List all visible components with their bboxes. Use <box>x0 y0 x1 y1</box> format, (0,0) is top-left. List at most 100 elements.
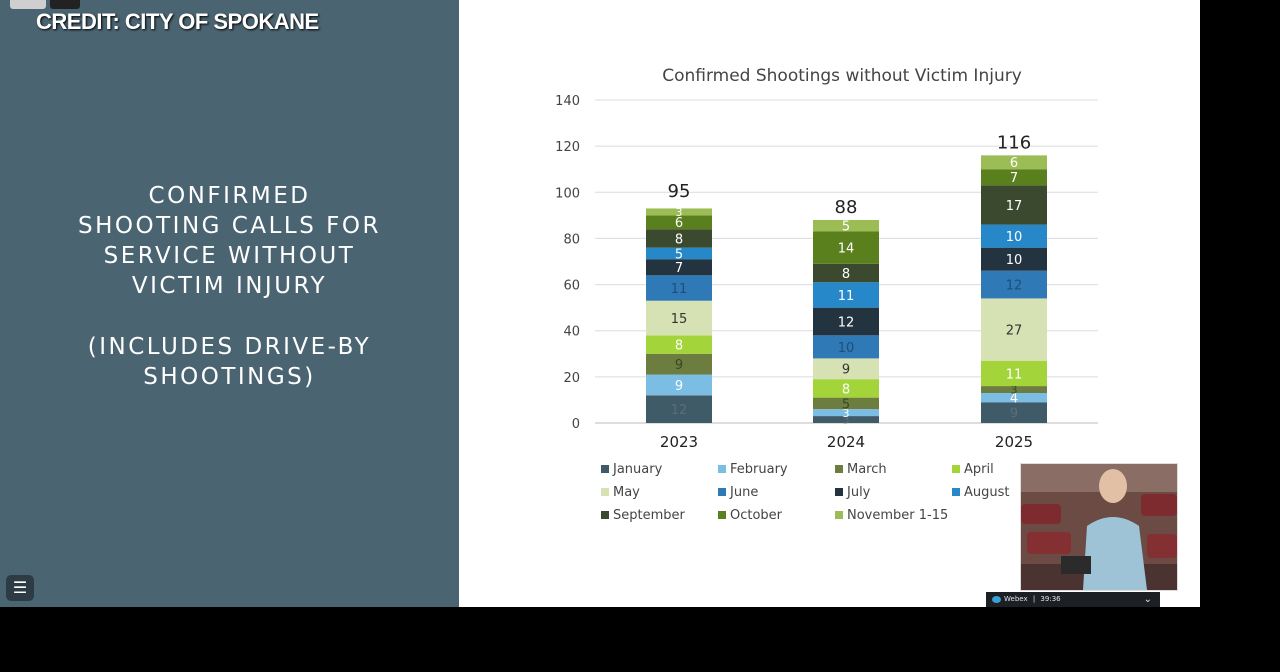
data-label: 8 <box>675 232 683 247</box>
bar-segment <box>981 298 1047 361</box>
bar-segment <box>981 169 1047 186</box>
data-label: 7 <box>1010 171 1018 186</box>
chevron-down-icon[interactable]: ⌄ <box>1143 594 1152 605</box>
data-label: 9 <box>675 358 683 373</box>
legend-label: April <box>964 462 994 477</box>
bar-segment <box>646 215 712 230</box>
y-tick-label: 60 <box>563 279 580 294</box>
legend-label: July <box>846 485 871 500</box>
data-label: 10 <box>1006 253 1023 268</box>
bar-segment <box>981 393 1047 403</box>
y-tick-label: 40 <box>563 325 580 340</box>
bar-segment <box>813 335 879 359</box>
data-label: 9 <box>842 363 850 378</box>
black-margin <box>1200 0 1280 607</box>
y-tick-label: 120 <box>555 140 580 155</box>
data-label: 10 <box>838 341 855 356</box>
data-label: 27 <box>1006 324 1023 339</box>
menu-button[interactable]: ☰ <box>6 575 34 601</box>
control-chip[interactable] <box>10 0 46 9</box>
bar-segment <box>981 386 1047 394</box>
bar-total-label: 95 <box>668 181 691 202</box>
bar-segment <box>646 300 712 336</box>
bar-segment <box>646 275 712 301</box>
left-title-panel <box>0 0 459 607</box>
legend-swatch <box>601 488 609 496</box>
legend-swatch <box>835 465 843 473</box>
bar-segment <box>813 416 879 423</box>
bar-segment <box>646 395 712 423</box>
legend-label: January <box>612 462 663 477</box>
webex-brand: Webex <box>1004 595 1028 603</box>
legend-label: September <box>613 508 686 523</box>
legend-swatch <box>601 511 609 519</box>
legend-swatch <box>835 511 843 519</box>
bar-segment <box>981 270 1047 299</box>
y-tick-label: 0 <box>572 417 580 432</box>
chart-title: Confirmed Shootings without Victim Injur… <box>662 66 1022 86</box>
control-chip[interactable] <box>50 0 80 9</box>
slide-title-line: CONFIRMED <box>148 183 311 209</box>
divider: | <box>1032 595 1036 603</box>
bar-segment <box>813 231 879 264</box>
meeting-time: 39:36 <box>1040 595 1061 603</box>
bar-segment <box>813 397 879 410</box>
data-label: 11 <box>1006 367 1023 382</box>
bar-segment <box>813 358 879 380</box>
webex-status-bar: Webex | 39:36 ⌄ <box>986 592 1160 607</box>
legend-swatch <box>718 511 726 519</box>
speaker-video-image <box>1021 464 1177 590</box>
bar-segment <box>813 219 879 232</box>
data-label: 12 <box>838 315 855 330</box>
bar-segment <box>813 379 879 398</box>
legend-label: March <box>847 462 887 477</box>
data-label: 12 <box>1006 279 1023 294</box>
slide-subtitle: (INCLUDES DRIVE-BY SHOOTINGS) <box>0 332 459 392</box>
data-label: 5 <box>675 247 683 262</box>
bottom-bar <box>0 607 1280 672</box>
data-label: 5 <box>842 220 850 235</box>
bar-segment <box>646 259 712 276</box>
legend-swatch <box>952 488 960 496</box>
legend-swatch <box>601 465 609 473</box>
slide-title-line: SERVICE WITHOUT <box>103 243 356 269</box>
y-tick-label: 140 <box>555 94 580 109</box>
legend-label: October <box>730 508 783 523</box>
legend-label: August <box>964 485 1010 500</box>
data-label: 10 <box>1006 230 1023 245</box>
data-label: 11 <box>838 289 855 304</box>
legend-label: June <box>729 485 758 500</box>
data-label: 6 <box>1010 156 1018 171</box>
bar-segment <box>981 185 1047 225</box>
bar-total-label: 116 <box>997 132 1031 153</box>
slide-title-line: SHOOTING CALLS FOR <box>78 213 381 239</box>
data-label: 3 <box>1011 384 1018 397</box>
legend-swatch <box>835 488 843 496</box>
slide-subtitle-line: (INCLUDES DRIVE-BY <box>87 334 372 360</box>
bar-segment <box>813 282 879 308</box>
data-label: 15 <box>671 312 688 327</box>
bar-segment <box>646 229 712 248</box>
legend-swatch <box>718 465 726 473</box>
data-label: 14 <box>838 242 855 257</box>
bar-segment <box>981 360 1047 387</box>
bar-segment <box>646 335 712 354</box>
slide-title-line: VICTIM INJURY <box>131 273 328 299</box>
data-label: 12 <box>671 403 688 418</box>
top-controls <box>10 0 84 13</box>
credit-caption: CREDIT: CITY OF SPOKANE <box>36 9 319 34</box>
bar-segment <box>813 409 879 417</box>
legend-swatch <box>718 488 726 496</box>
data-label: 6 <box>675 216 683 231</box>
speaker-video-thumbnail[interactable] <box>1020 463 1178 591</box>
data-label: 3 <box>843 407 850 420</box>
data-label: 5 <box>842 397 850 412</box>
hamburger-menu-icon: ☰ <box>12 578 28 597</box>
bar-segment <box>646 247 712 260</box>
bar-segment <box>646 208 712 216</box>
data-label: 8 <box>675 338 683 353</box>
bar-segment <box>981 155 1047 170</box>
legend-swatch <box>952 465 960 473</box>
data-label: 3 <box>676 206 683 219</box>
bar-segment <box>981 224 1047 248</box>
